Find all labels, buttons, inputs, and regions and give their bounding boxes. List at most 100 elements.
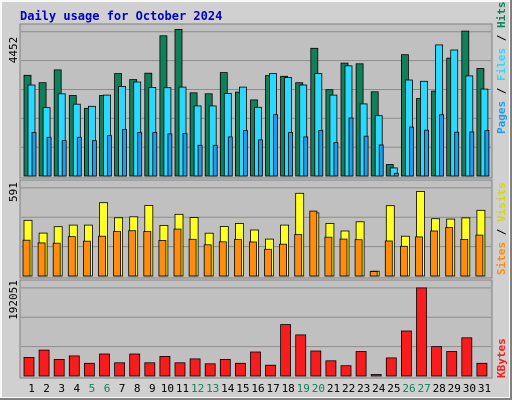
kbytes-max-label: 192051 (7, 280, 20, 320)
kbytes-bar (234, 362, 246, 377)
kbytes-bar (400, 330, 412, 377)
files-bar (57, 93, 66, 177)
legend-top: Pages / Files / Hits (495, 2, 508, 135)
sites-bar (158, 239, 167, 277)
kbytes-bar (461, 337, 473, 377)
kbytes-bar (84, 362, 95, 377)
legend-visits: Visits (495, 182, 508, 222)
pages-bar (288, 132, 294, 177)
legend-pages: Pages (495, 101, 508, 134)
pages-bar (182, 133, 188, 177)
bars (22, 28, 490, 377)
x-tick-label: 16 (251, 382, 264, 395)
x-tick-label: 7 (119, 382, 126, 395)
sites-bar (113, 231, 121, 277)
sites-bar (128, 230, 137, 277)
kbytes-bar (159, 355, 171, 377)
pages-bar (424, 129, 429, 177)
sites-bar (37, 242, 46, 277)
sites-bar (203, 244, 212, 277)
sites-bar (415, 236, 423, 277)
sites-bar (188, 238, 197, 277)
x-tick-label: 4 (73, 382, 80, 395)
kbytes-bar (219, 358, 231, 377)
kbytes-bar (385, 357, 397, 377)
x-tick-label: 11 (176, 382, 189, 395)
pages-bar (61, 140, 67, 177)
x-tick-label: 25 (387, 382, 400, 395)
x-tick-label: 3 (58, 382, 65, 395)
sites-bar (233, 239, 242, 277)
kbytes-bar (340, 365, 352, 377)
sites-bar (309, 210, 318, 277)
kbytes-bar (416, 287, 427, 377)
pages-bar (46, 136, 52, 177)
x-tick-label: 24 (372, 382, 386, 395)
files-bar (314, 73, 323, 177)
pages-bar (303, 136, 309, 177)
x-tick-label: 17 (266, 382, 279, 395)
kbytes-bar (144, 362, 156, 377)
pages-bar (122, 129, 127, 177)
legend-kbytes: KBytes (495, 338, 508, 378)
x-tick-label: 22 (342, 382, 355, 395)
sites-bar (143, 231, 152, 277)
x-tick-label: 5 (89, 382, 96, 395)
files-bar (435, 44, 444, 177)
files-bar (389, 167, 398, 177)
x-tick-label: 27 (417, 382, 430, 395)
files-bar (178, 86, 187, 177)
kbytes-bar (99, 353, 110, 377)
pages-bar (318, 130, 324, 177)
pages-bar (439, 114, 445, 177)
x-tick-label: 2 (43, 382, 50, 395)
x-tick-label: 31 (478, 382, 491, 395)
kbytes-bar (280, 324, 292, 377)
x-tick-label: 9 (149, 382, 156, 395)
sites-bar (339, 238, 348, 277)
kbytes-bar (174, 362, 186, 377)
kbytes-bar (325, 360, 337, 377)
files-bar (27, 84, 36, 177)
kbytes-bar (310, 350, 322, 377)
pages-bar (92, 140, 97, 177)
sites-bar (475, 234, 484, 277)
files-bar (223, 93, 232, 177)
pages-bar (152, 132, 158, 177)
kbytes-bar (250, 351, 261, 377)
pages-bar (273, 114, 278, 177)
pages-bar (393, 172, 399, 177)
pages-bar (348, 117, 354, 177)
pages-bar (107, 135, 112, 177)
sites-bar (430, 230, 439, 277)
files-bar (208, 105, 217, 177)
sites-bar (384, 240, 393, 277)
x-tick-label: 19 (297, 382, 310, 395)
pages-bar (212, 144, 218, 177)
files-bar (163, 87, 172, 177)
sites-bar (369, 271, 378, 277)
legend-sep-1: / (495, 81, 508, 101)
legend-bot: KBytes (495, 338, 508, 378)
kbytes-bar (189, 358, 201, 377)
legend-sep-3: / (495, 222, 508, 242)
sites-max-label: 591 (7, 182, 20, 202)
sites-bar (98, 235, 106, 277)
panels (19, 23, 493, 379)
pages-bar (408, 126, 414, 177)
x-tick-label: 26 (402, 382, 415, 395)
pages-bar (333, 142, 339, 177)
files-bar (193, 105, 202, 177)
pages-bar (378, 144, 384, 177)
sites-bar (67, 236, 76, 277)
x-tick-label: 8 (134, 382, 141, 395)
kbytes-bar (295, 334, 307, 377)
x-axis-labels: 1 2 3 4 5 6 7 8 9 10 11 12 13 14 15 16 17 18 19 20 21 22 23 24 2… (28, 382, 491, 395)
pages-bar (227, 136, 233, 177)
sites-bar (83, 240, 91, 277)
sites-bar (52, 242, 61, 277)
pages-bar (76, 136, 82, 177)
x-tick-label: 12 (191, 382, 204, 395)
